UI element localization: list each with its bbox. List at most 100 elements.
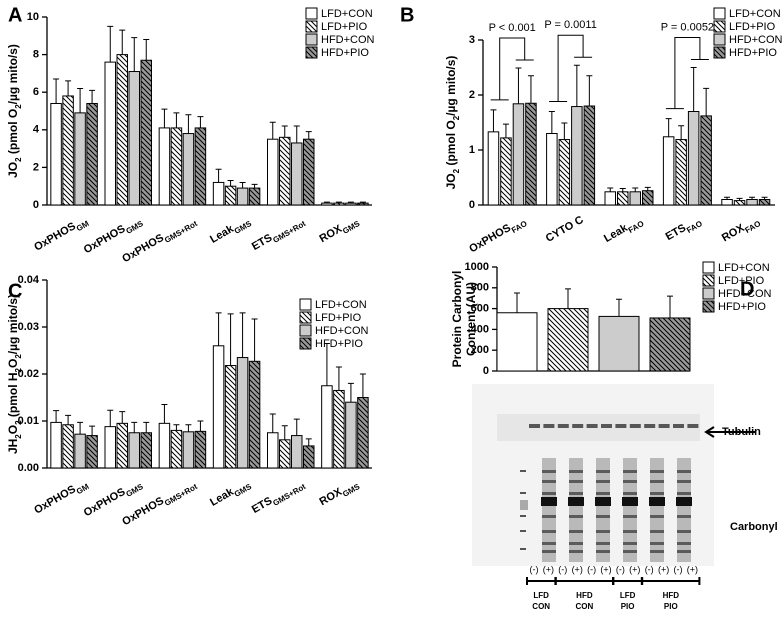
tubulin-band: [557, 424, 569, 428]
y-tick-label: 0.04: [18, 274, 40, 286]
error-bar: [724, 196, 731, 200]
error-bar: [65, 414, 72, 425]
x-tick-label-main: ETS: [250, 495, 275, 516]
bar: [642, 190, 654, 206]
carbonyl-label: Carbonyl: [730, 521, 778, 533]
bar: [224, 365, 237, 469]
carbonyl-band: [677, 515, 691, 518]
carbonyl-band: [623, 550, 637, 553]
tubulin-band: [629, 424, 641, 428]
lane-sign: (+): [687, 564, 698, 574]
faint-lane: [520, 500, 528, 510]
bar: [333, 389, 345, 469]
legend-label: LFD+CON: [729, 8, 781, 20]
bar: [345, 202, 357, 206]
carbonyl-band: [542, 480, 556, 483]
error-bar: [143, 421, 150, 433]
carbonyl-band: [623, 530, 637, 533]
bar: [746, 199, 758, 206]
bar: [321, 385, 333, 469]
carbonyl-band: [623, 542, 637, 545]
x-tick-label-main: OxPHOS: [32, 220, 78, 253]
error-bar: [173, 112, 180, 128]
panel-label: B: [400, 4, 414, 26]
legend-swatch: [305, 7, 318, 20]
tubulin-band: [615, 424, 627, 428]
bar: [86, 102, 98, 206]
legend-label: HFD+PIO: [718, 301, 766, 313]
error-bar: [65, 80, 72, 96]
error-bar: [667, 295, 673, 318]
y-tick-label: 3: [469, 34, 475, 46]
error-bar: [347, 382, 354, 403]
error-bar: [197, 420, 204, 432]
carbonyl-band: [542, 530, 556, 533]
legend-swatch: [305, 46, 318, 59]
legend-swatch: [702, 287, 715, 300]
legend-swatch: [713, 7, 726, 20]
legend-swatch: [713, 20, 726, 33]
bar: [86, 435, 98, 469]
error-bar: [323, 342, 330, 386]
significance-label: P < 0.001: [489, 22, 536, 34]
error-bar: [119, 411, 126, 424]
carbonyl-band: [677, 530, 691, 533]
legend-swatch: [702, 261, 715, 274]
y-axis-label: JO2 (pmol O2/µg mito/s): [444, 56, 460, 190]
error-bar: [616, 298, 622, 317]
x-tick-label-sub: FAO: [685, 219, 704, 235]
y-tick-label: 8: [33, 49, 39, 61]
bar: [721, 199, 733, 206]
y-axis-label-part: JH: [6, 439, 20, 454]
legend-label: HFD+CON: [729, 34, 783, 46]
tubulin-band: [529, 424, 540, 428]
x-tick-label-main: OxPHOS: [467, 222, 513, 255]
carbonyl-main-band: [568, 497, 584, 506]
carbonyl-main-band: [595, 497, 611, 506]
error-bar: [515, 67, 522, 104]
error-bar: [239, 181, 246, 189]
significance-bracket: [665, 37, 709, 110]
x-tick-label-sub: GMS+Rot: [271, 481, 307, 507]
y-tick-label: 0.03: [18, 321, 39, 333]
group-label: HFD: [576, 591, 593, 600]
error-bar: [335, 201, 342, 204]
legend-swatch: [299, 337, 312, 350]
carbonyl-main-band: [541, 497, 557, 506]
error-bar: [293, 418, 300, 436]
carbonyl-band: [650, 470, 664, 473]
error-bar: [239, 312, 246, 358]
carbonyl-band: [542, 542, 556, 545]
error-bar: [586, 75, 593, 106]
error-bar: [490, 109, 497, 132]
x-tick-label-main: OxPHOS: [82, 223, 128, 256]
carbonyl-band: [677, 480, 691, 483]
bar: [236, 187, 249, 206]
y-tick-label: 10: [27, 11, 39, 23]
bar: [496, 312, 538, 372]
carbonyl-band: [542, 492, 556, 495]
error-bar: [89, 89, 96, 104]
group-label: LFD: [533, 591, 549, 600]
carbonyl-band: [650, 542, 664, 545]
carbonyl-main-band: [649, 497, 665, 506]
legend-label: LFD+PIO: [315, 312, 362, 324]
error-bar: [53, 410, 60, 423]
y-axis-label-part: O: [6, 359, 20, 368]
legend-swatch: [713, 46, 726, 59]
tubulin-arrow: [704, 426, 756, 438]
y-tick-label: 6: [33, 86, 39, 98]
bar: [487, 131, 500, 206]
tubulin-band: [673, 424, 684, 428]
error-bar: [251, 183, 258, 189]
carbonyl-band: [677, 550, 691, 553]
bar: [248, 360, 261, 469]
x-tick-label-main: OxPHOS: [32, 483, 78, 516]
error-bar: [131, 37, 138, 72]
error-bar: [197, 116, 204, 128]
x-tick-label: CYTO C: [544, 214, 586, 245]
bar: [291, 142, 303, 206]
group-label: PIO: [664, 602, 678, 611]
y-tick-label: 0: [33, 199, 39, 211]
error-bar: [131, 421, 138, 433]
